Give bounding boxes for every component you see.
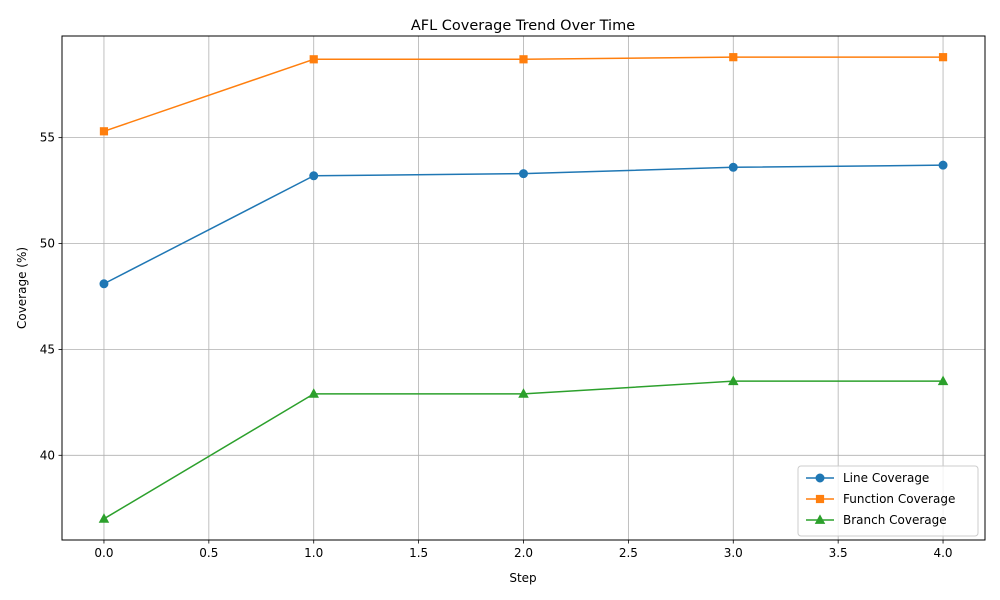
chart-title: AFL Coverage Trend Over Time xyxy=(411,18,635,34)
function-coverage-point xyxy=(729,53,738,62)
branch-coverage-series xyxy=(98,375,949,523)
line-coverage-point xyxy=(309,171,319,181)
x-axis: 0.0 0.5 1.0 1.5 2.0 2.5 3.0 3.5 4.0 xyxy=(94,540,953,560)
legend-marker-function-coverage xyxy=(815,494,825,504)
grid xyxy=(62,36,985,540)
x-tick-label: 2.5 xyxy=(619,546,638,560)
x-tick-label: 4.0 xyxy=(933,546,952,560)
branch-coverage-point xyxy=(728,375,739,386)
function-coverage-point xyxy=(519,55,528,64)
y-tick-label: 55 xyxy=(40,131,55,145)
x-tick-label: 0.0 xyxy=(94,546,113,560)
y-axis: 40 45 50 55 xyxy=(40,131,62,462)
legend: Line Coverage Function Coverage Branch Cov… xyxy=(797,465,979,537)
line-coverage-point xyxy=(728,162,738,172)
series-layer xyxy=(98,53,949,523)
line-coverage-point xyxy=(519,169,528,179)
x-tick-label: 1.5 xyxy=(409,546,428,560)
y-tick-label: 45 xyxy=(40,342,55,356)
legend-label-branch-coverage: Branch Coverage xyxy=(843,513,947,527)
legend-marker-line-coverage xyxy=(815,473,825,483)
function-coverage-point xyxy=(99,127,109,136)
legend-label-line-coverage: Line Coverage xyxy=(843,471,929,485)
branch-coverage-point xyxy=(518,388,529,398)
branch-coverage-point xyxy=(308,388,319,398)
line-coverage-point xyxy=(99,279,109,289)
x-tick-label: 0.5 xyxy=(199,546,218,560)
x-tick-label: 3.5 xyxy=(829,546,848,560)
line-coverage-point xyxy=(938,160,948,170)
y-axis-label: Coverage (%) xyxy=(15,247,29,329)
branch-coverage-point xyxy=(937,375,949,386)
legend-marker-branch-coverage xyxy=(814,514,826,524)
legend-label-function-coverage: Function Coverage xyxy=(843,492,955,506)
x-tick-label: 1.0 xyxy=(304,546,323,560)
function-coverage-series xyxy=(99,53,948,136)
x-tick-label: 2.0 xyxy=(514,546,533,560)
function-coverage-point xyxy=(309,55,318,64)
y-tick-label: 50 xyxy=(40,237,55,251)
x-tick-label: 3.0 xyxy=(724,546,743,560)
branch-coverage-point xyxy=(98,513,110,523)
legend-box xyxy=(797,465,979,537)
x-axis-label: Step xyxy=(509,571,536,585)
y-tick-label: 40 xyxy=(40,448,55,462)
line-coverage-series xyxy=(99,160,948,289)
function-coverage-point xyxy=(938,53,948,62)
